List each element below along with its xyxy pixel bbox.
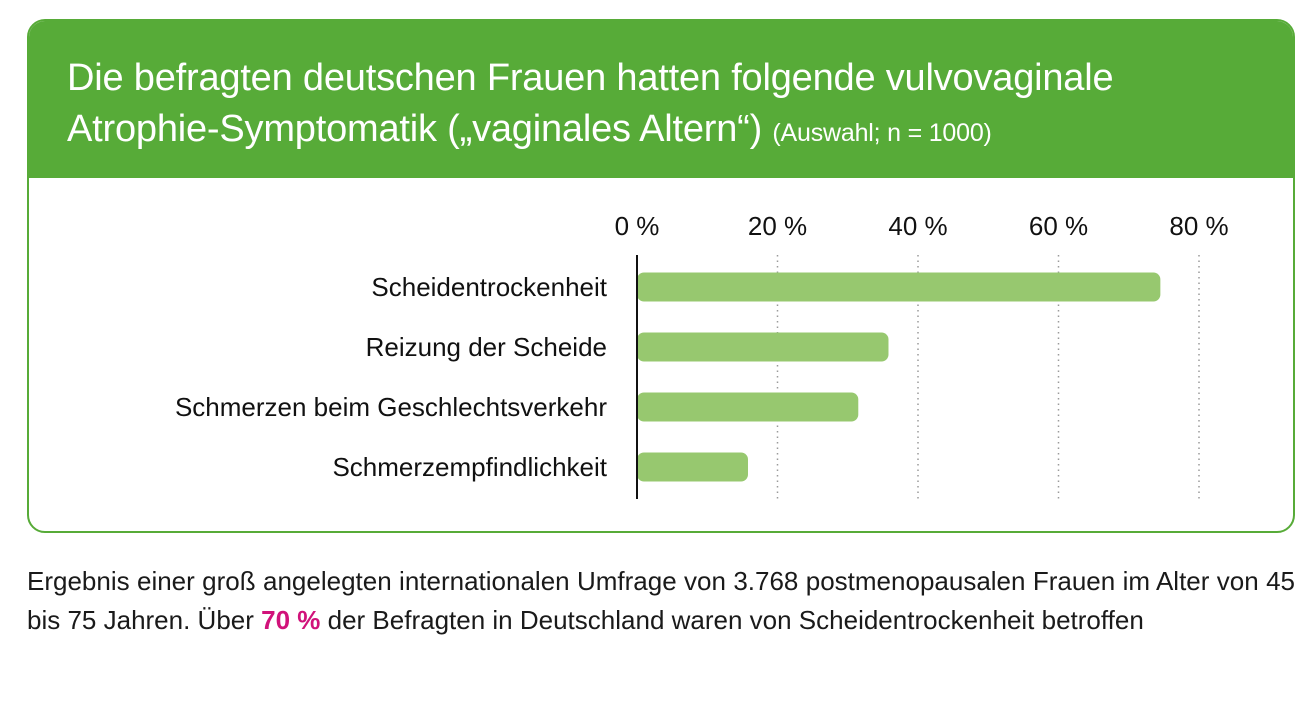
chart-subtitle: (Auswahl; n = 1000) — [772, 119, 992, 147]
chart-header: Die befragten deutschen Frauen hatten fo… — [29, 21, 1293, 178]
category-label: Schmerzen beim Geschlechtsverkehr — [175, 392, 607, 422]
bar-chart: 0 % 20 % 40 % 60 % 80 % Scheidentrockenheit Re… — [175, 211, 1229, 499]
category-label: Scheidentrockenheit — [371, 272, 607, 302]
caption-text-2: der Befragten in Deutschland waren von S… — [320, 605, 1144, 635]
bar-2 — [637, 332, 889, 362]
category-label: Reizung der Scheide — [366, 332, 607, 362]
category-label: Schmerzempfindlichkeit — [332, 452, 607, 482]
x-tick-label: 60 % — [1029, 211, 1088, 241]
caption-text-1: Ergebnis einer groß angelegten internati… — [27, 566, 1295, 635]
x-tick-label: 0 % — [615, 211, 660, 241]
caption: Ergebnis einer groß angelegten internati… — [27, 562, 1295, 640]
chart-title-line-2: Atrophie-Symptomatik („vaginales Altern“… — [67, 108, 992, 151]
chart-title-line-1: Die befragten deutschen Frauen hatten fo… — [67, 57, 1114, 99]
caption-highlight: 70 % — [261, 605, 321, 635]
x-tick-label: 40 % — [888, 211, 947, 241]
bar-3 — [637, 392, 859, 422]
chart-card: Die befragten deutschen Frauen hatten fo… — [27, 19, 1295, 533]
x-tick-label: 80 % — [1169, 211, 1228, 241]
x-tick-label: 20 % — [748, 211, 807, 241]
bar-4 — [637, 452, 748, 482]
bar-1 — [637, 272, 1161, 302]
chart-title-line-2-text: Atrophie-Symptomatik („vaginales Altern“… — [67, 108, 763, 150]
